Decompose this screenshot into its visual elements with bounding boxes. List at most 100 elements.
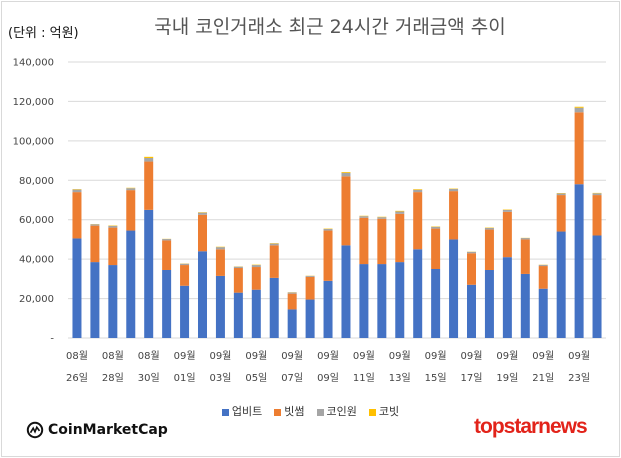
legend-label: 빗썸 — [284, 405, 305, 418]
coinmarketcap-icon — [26, 421, 44, 439]
bar-segment — [108, 227, 118, 266]
bar-segment — [251, 289, 261, 338]
bar-segment — [484, 229, 494, 270]
bar-chart: - 20,000 40,000 60,000 80,000 100,000 120,000 1… — [13, 58, 606, 384]
y-tick-label: 140,000 — [13, 58, 54, 69]
bar-segment — [144, 156, 154, 159]
coinmarketcap-logo: CoinMarketCap — [26, 421, 168, 439]
bar-segment — [449, 191, 459, 240]
bar-segment — [215, 247, 225, 250]
topstarnews-logo: topstarnews — [474, 415, 588, 438]
bar-segment — [467, 284, 476, 338]
bar-segment — [377, 217, 387, 219]
legend: 업비트 빗썸 코인원 코빗 — [0, 403, 621, 419]
bar-segment — [341, 245, 351, 338]
bar-segment — [269, 243, 279, 246]
bar-segment — [556, 231, 566, 338]
x-tick-day: 17일 — [461, 372, 483, 384]
x-tick-day: 23일 — [568, 372, 590, 384]
x-tick-day: 30일 — [138, 372, 160, 384]
bar-segment — [341, 176, 351, 246]
bar-segment — [198, 251, 207, 338]
bar-segment — [180, 263, 190, 266]
x-tick-month: 09월 — [496, 350, 518, 362]
bar-segment — [359, 217, 369, 265]
bar-segment — [269, 277, 279, 338]
bar-segment — [72, 238, 82, 338]
bar-segment — [144, 158, 154, 162]
bar-segment — [502, 257, 512, 338]
bar-segment — [287, 309, 297, 338]
x-tick-month: 09월 — [174, 350, 196, 362]
x-tick-month: 08월 — [138, 350, 160, 362]
bar-segment — [162, 240, 172, 270]
bar-segment — [305, 275, 315, 277]
x-tick-day: 01일 — [174, 372, 196, 384]
bar-segment — [502, 209, 512, 212]
x-tick-day: 11일 — [353, 372, 375, 384]
bar-segment — [233, 292, 243, 338]
bar-segment — [108, 265, 118, 338]
y-tick-label: 60,000 — [19, 215, 54, 226]
bar-segment — [359, 264, 369, 338]
bar-segment — [215, 275, 225, 338]
bar-segment — [449, 239, 459, 338]
legend-item: 업비트 — [221, 403, 263, 419]
bar-segment — [538, 264, 548, 267]
bar-segment — [484, 269, 494, 338]
bar-segment — [574, 184, 584, 338]
bar-segment — [359, 216, 369, 218]
y-tick-label: 120,000 — [13, 97, 54, 108]
legend-swatch — [274, 408, 282, 416]
legend-label: 코빗 — [378, 405, 400, 418]
bar-segment — [556, 195, 566, 232]
bar-segment — [72, 192, 82, 239]
bar-segment — [341, 172, 351, 173]
bar-segment — [323, 228, 333, 231]
bar-segment — [377, 218, 387, 265]
bar-segment — [162, 269, 172, 338]
x-tick-day: 28일 — [102, 372, 124, 384]
coinmarketcap-name: CoinMarketCap — [48, 422, 168, 438]
bar-segment — [144, 209, 154, 338]
bar-segment — [592, 235, 602, 338]
bar-segment — [251, 267, 261, 290]
y-tick-label: 100,000 — [13, 136, 54, 147]
x-tick-month: 08월 — [66, 350, 88, 362]
bar-segment — [180, 285, 190, 338]
y-tick-label: 80,000 — [19, 176, 54, 187]
bar-segment — [413, 249, 423, 338]
bar-segment — [467, 251, 476, 254]
bar-segment — [90, 225, 100, 263]
bar-segment — [305, 299, 315, 338]
x-tick-month: 09월 — [281, 350, 303, 362]
x-tick-month: 09월 — [425, 350, 447, 362]
x-tick-day: 03일 — [209, 372, 231, 384]
legend-item: 코빗 — [368, 403, 400, 419]
chart-title: 국내 코인거래소 최근 24시간 거래금액 추이 — [154, 16, 506, 38]
bar-segment — [556, 193, 566, 196]
bar-segment — [198, 212, 207, 215]
legend-label: 코인원 — [326, 405, 357, 418]
bar-segment — [144, 161, 154, 210]
legend-item: 빗썸 — [274, 403, 305, 419]
bar-segment — [108, 225, 118, 228]
bar-segment — [377, 264, 387, 338]
bar-segment — [251, 265, 261, 268]
bar-segment — [126, 188, 136, 191]
x-tick-day: 07일 — [281, 372, 303, 384]
legend-swatch — [221, 408, 229, 416]
bar-segment — [520, 238, 530, 240]
legend-label: 업비트 — [231, 405, 263, 418]
bar-segment — [233, 268, 243, 293]
bar-segment — [431, 226, 441, 229]
x-tick-month: 09월 — [568, 350, 590, 362]
bar-segment — [538, 266, 548, 289]
y-tick-label: - — [50, 334, 54, 345]
legend-swatch — [368, 408, 376, 416]
x-tick-day: 13일 — [389, 372, 411, 384]
x-tick-month: 09월 — [532, 350, 554, 362]
bar-segment — [502, 211, 512, 258]
x-tick-month: 08월 — [102, 350, 124, 362]
